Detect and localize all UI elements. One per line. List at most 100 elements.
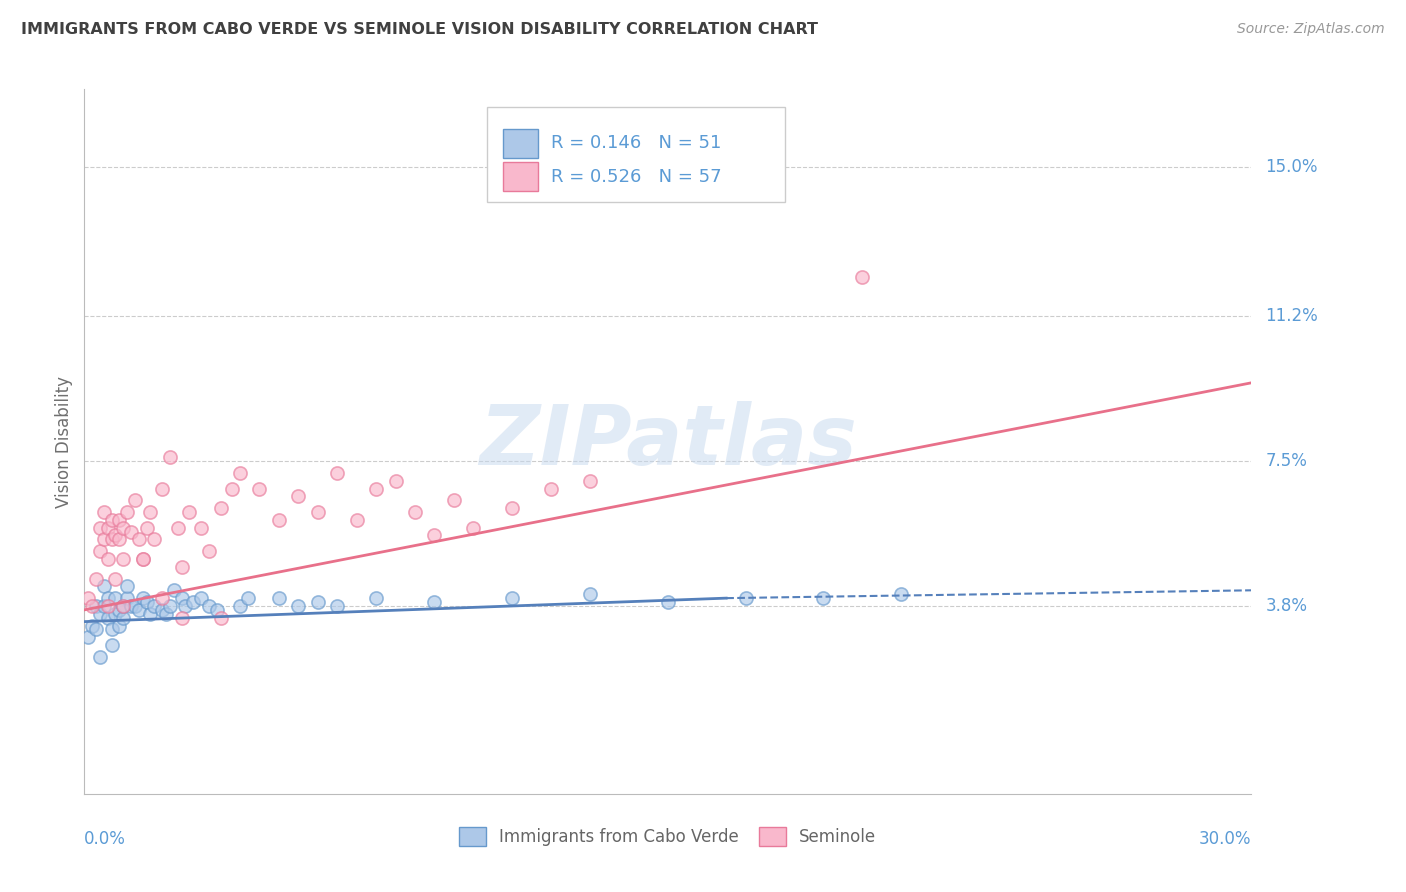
- Point: [112, 552, 135, 566]
- Point: [115, 505, 138, 519]
- Point: [307, 505, 329, 519]
- Point: [143, 533, 166, 547]
- Point: [124, 599, 146, 613]
- Point: [443, 493, 465, 508]
- Point: [82, 618, 104, 632]
- Text: ZIPatlas: ZIPatlas: [479, 401, 856, 482]
- Text: 7.5%: 7.5%: [1265, 452, 1308, 470]
- Point: [104, 607, 127, 621]
- Point: [128, 603, 150, 617]
- Point: [108, 603, 131, 617]
- Point: [150, 603, 173, 617]
- FancyBboxPatch shape: [503, 128, 538, 158]
- Point: [170, 591, 193, 606]
- Point: [221, 482, 243, 496]
- Point: [851, 270, 873, 285]
- Point: [404, 505, 426, 519]
- Point: [100, 533, 122, 547]
- Point: [132, 552, 155, 566]
- Point: [128, 533, 150, 547]
- Point: [108, 533, 131, 547]
- Point: [267, 513, 290, 527]
- Point: [287, 599, 309, 613]
- Point: [100, 513, 122, 527]
- Point: [384, 474, 406, 488]
- Point: [112, 521, 135, 535]
- Point: [139, 607, 162, 621]
- Point: [198, 544, 221, 558]
- Point: [181, 595, 204, 609]
- Point: [179, 505, 201, 519]
- Point: [326, 466, 349, 480]
- Point: [93, 505, 115, 519]
- Text: 30.0%: 30.0%: [1199, 830, 1251, 848]
- Point: [346, 513, 368, 527]
- Point: [97, 591, 120, 606]
- Point: [307, 595, 329, 609]
- Point: [229, 466, 252, 480]
- Point: [170, 559, 193, 574]
- Point: [132, 591, 155, 606]
- Text: Source: ZipAtlas.com: Source: ZipAtlas.com: [1237, 22, 1385, 37]
- Point: [423, 595, 446, 609]
- Point: [115, 591, 138, 606]
- Point: [190, 521, 212, 535]
- Point: [115, 579, 138, 593]
- Point: [174, 599, 197, 613]
- Point: [501, 501, 523, 516]
- Point: [159, 599, 181, 613]
- Point: [84, 572, 107, 586]
- Point: [463, 521, 485, 535]
- Point: [77, 591, 100, 606]
- Point: [501, 591, 523, 606]
- Text: R = 0.146   N = 51: R = 0.146 N = 51: [551, 135, 721, 153]
- Point: [93, 579, 115, 593]
- Text: R = 0.526   N = 57: R = 0.526 N = 57: [551, 169, 721, 186]
- Point: [89, 521, 111, 535]
- Point: [150, 482, 173, 496]
- Point: [84, 623, 107, 637]
- FancyBboxPatch shape: [503, 161, 538, 192]
- Point: [813, 591, 835, 606]
- Point: [97, 599, 120, 613]
- Y-axis label: Vision Disability: Vision Disability: [55, 376, 73, 508]
- Point: [104, 572, 127, 586]
- Point: [198, 599, 221, 613]
- Point: [82, 599, 104, 613]
- Point: [579, 474, 602, 488]
- Point: [112, 599, 135, 613]
- Point: [100, 638, 122, 652]
- Point: [132, 552, 155, 566]
- Text: 0.0%: 0.0%: [84, 830, 127, 848]
- Text: 11.2%: 11.2%: [1265, 307, 1317, 326]
- Point: [366, 482, 388, 496]
- Point: [135, 521, 157, 535]
- Point: [139, 505, 162, 519]
- Point: [100, 623, 122, 637]
- Point: [326, 599, 349, 613]
- Point: [112, 611, 135, 625]
- Point: [170, 611, 193, 625]
- Point: [89, 649, 111, 664]
- Point: [97, 521, 120, 535]
- Point: [124, 493, 146, 508]
- Point: [209, 501, 232, 516]
- Point: [540, 482, 562, 496]
- Point: [205, 603, 228, 617]
- Point: [143, 599, 166, 613]
- Point: [84, 599, 107, 613]
- Point: [89, 607, 111, 621]
- Point: [163, 583, 186, 598]
- Point: [734, 591, 756, 606]
- Point: [104, 591, 127, 606]
- Point: [209, 611, 232, 625]
- Point: [890, 587, 912, 601]
- Point: [112, 599, 135, 613]
- Text: 15.0%: 15.0%: [1265, 159, 1317, 177]
- Point: [247, 482, 270, 496]
- Point: [366, 591, 388, 606]
- Point: [423, 528, 446, 542]
- Point: [77, 630, 100, 644]
- Point: [104, 528, 127, 542]
- Point: [236, 591, 259, 606]
